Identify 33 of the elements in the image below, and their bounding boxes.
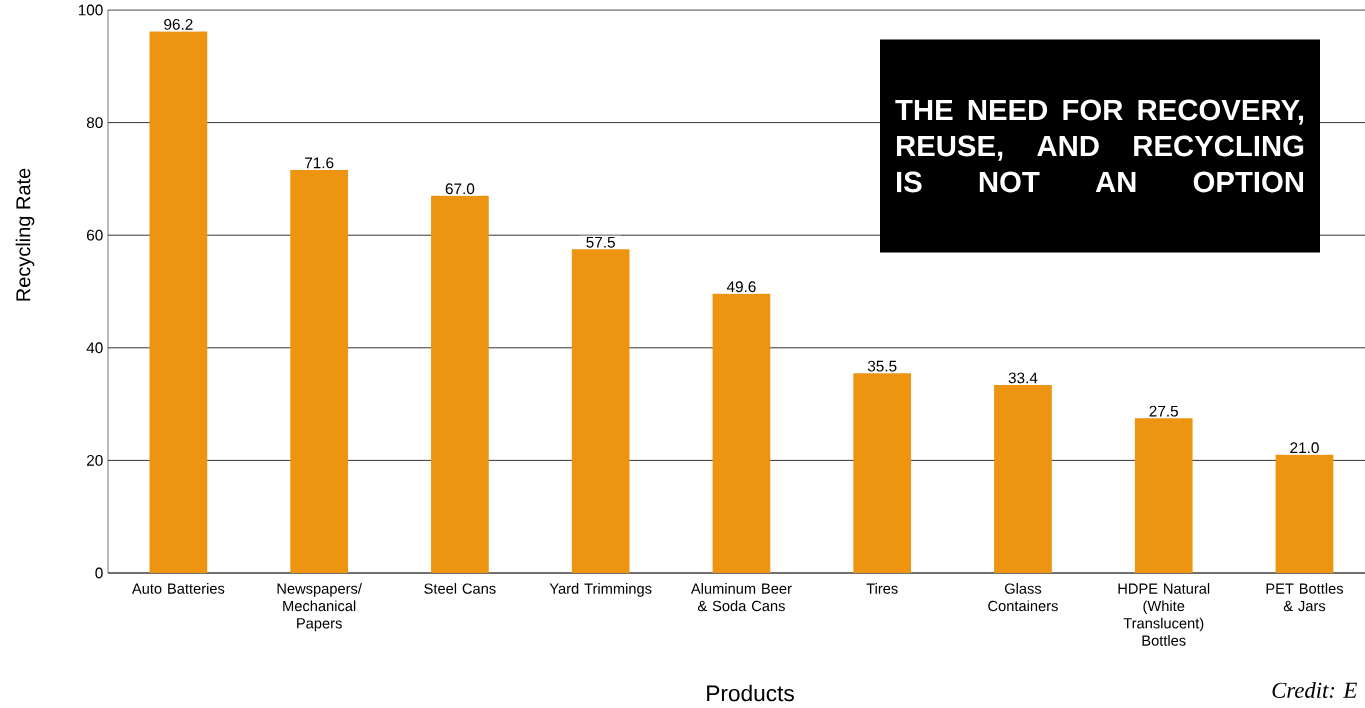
bar bbox=[1275, 454, 1334, 573]
x-axis-title: Products bbox=[707, 684, 794, 702]
x-tick-label: PET Bottles & Jars bbox=[1266, 583, 1344, 612]
data-label: 71.6 bbox=[305, 157, 334, 169]
data-label: 21.0 bbox=[1290, 442, 1319, 454]
bar bbox=[149, 31, 208, 573]
y-axis-title: Recycling Rate bbox=[15, 168, 35, 301]
data-label: 67.0 bbox=[445, 183, 475, 195]
bar bbox=[571, 249, 630, 573]
y-tick-label: 20 bbox=[87, 454, 103, 466]
annotation: THE NEED FOR RECOVERY, REUSE, AND RECYCLING IS NOT AN OPTION bbox=[895, 99, 1304, 193]
y-tick-label: 100 bbox=[78, 4, 103, 16]
data-label: 96.2 bbox=[164, 18, 193, 30]
text: Credit: E bbox=[1272, 681, 1357, 699]
data-label: 33.4 bbox=[1008, 372, 1038, 384]
x-tick-label: Yard Trimmings bbox=[549, 583, 652, 597]
x-tick-label: Auto Batteries bbox=[131, 583, 225, 594]
x-tick-label: Aluminum Beer & Soda Cans bbox=[690, 583, 792, 612]
x-tick-label: Steel Cans bbox=[424, 583, 496, 594]
data-label: 35.5 bbox=[867, 360, 897, 372]
bar bbox=[712, 293, 771, 573]
data-label: 27.5 bbox=[1149, 405, 1178, 417]
y-tick-label: 40 bbox=[86, 342, 103, 354]
x-tick-label: Tires bbox=[866, 583, 898, 594]
bar bbox=[431, 195, 489, 573]
x-tick-label: Glass Containers bbox=[988, 583, 1058, 612]
y-tick-label: 80 bbox=[86, 117, 103, 129]
data-label: 57.5 bbox=[586, 236, 615, 248]
data-label: 49.6 bbox=[726, 281, 756, 293]
y-tick-label: 60 bbox=[87, 229, 103, 241]
x-tick-label: Newspapers/ Mechanical Papers bbox=[277, 583, 362, 632]
x-tick-label: HDPE Natural (White Translucent) Bottles bbox=[1118, 583, 1210, 646]
y-tick-label: 0 bbox=[95, 567, 103, 579]
